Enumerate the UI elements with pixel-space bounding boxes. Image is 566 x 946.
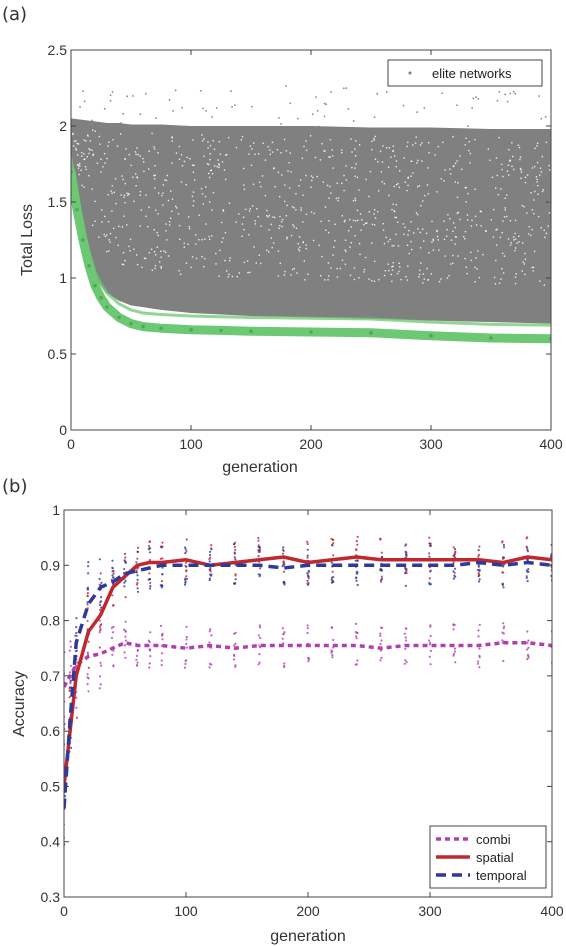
elite-networks-point: [159, 326, 163, 331]
panel-b-chart: 0 100 200 300 400 0.3 0.4 0.5 0.6 0.7 0.8 0.9 1 comb…: [11, 502, 564, 945]
panel-b-x-tick-label: 200: [296, 903, 320, 919]
elite-networks-point: [75, 207, 79, 212]
panel-a-y-tick-label: 0: [59, 422, 67, 438]
panel-b-x-axis-label: generation: [270, 928, 346, 945]
elite-networks-point: [81, 238, 85, 242]
panel-b-y-tick-label: 0.4: [41, 834, 61, 850]
elite-networks-point: [117, 315, 121, 320]
combi-runs: [64, 619, 552, 730]
combi-line: [64, 640, 552, 688]
panel-a-legend-box: [387, 59, 543, 87]
panel-b-legend: combi spatial temporal: [429, 825, 547, 889]
population-outliers: [79, 85, 547, 129]
panel-b-y-tick-label: 0.3: [41, 889, 61, 905]
panel-a-y-tick-label: 1.5: [48, 194, 68, 210]
panel-a-x-tick-label: 100: [179, 436, 203, 452]
elite-networks-point: [105, 305, 109, 309]
elite-networks-point: [93, 283, 97, 288]
elite-networks-point: [369, 330, 373, 335]
combi-series: [64, 640, 552, 688]
elite-networks-point: [489, 336, 493, 340]
panel-a-y-tick-label: 1: [59, 270, 67, 286]
panel-a-chart: 0 100 200 300 400 0 0.5 1 1.5 2 2.5 elite networks…: [19, 42, 563, 476]
elite-networks-point: [141, 324, 145, 329]
panel-b-y-axis-label: Accuracy: [11, 671, 28, 737]
panel-b-y-tick-label: 0.5: [41, 778, 61, 794]
panel-b-x-tick-label: 0: [60, 903, 68, 919]
panel-b-y-tick-label: 0.9: [41, 557, 61, 573]
legend-combi-label: combi: [476, 832, 511, 847]
panel-b-y-tick-label: 0.7: [41, 668, 61, 684]
panel-a-y-axis-label: Total Loss: [19, 204, 36, 276]
panel-a-legend: elite networks: [387, 59, 543, 87]
panel-b-y-tick-label: 1: [52, 502, 60, 518]
elite-networks-point: [129, 321, 133, 326]
panel-b-y-tick-label: 0.6: [41, 723, 61, 739]
elite-networks-point: [219, 328, 223, 333]
panel-a-y-tick-label: 2: [59, 118, 67, 134]
elite-networks-point: [99, 296, 103, 300]
panel-a-x-tick-label: 300: [419, 436, 443, 452]
elite-networks-series: [71, 157, 551, 344]
legend-elite-networks-label: elite networks: [432, 66, 512, 81]
elite-networks-point: [189, 327, 193, 332]
elite-networks-upper-trace: [71, 157, 551, 327]
panel-a-x-tick-label: 200: [299, 436, 323, 452]
population-cloud: [71, 118, 551, 324]
elite-networks-point: [87, 264, 91, 268]
legend-spatial-label: spatial: [476, 850, 514, 865]
panel-b-x-tick-label: 100: [174, 903, 198, 919]
panel-b-x-tick-label: 400: [540, 903, 564, 919]
elite-networks-point: [429, 334, 433, 338]
population-speckle: [72, 129, 551, 286]
spatial-series: [64, 555, 552, 787]
panel-a-x-tick-label: 400: [539, 436, 563, 452]
temporal-runs: [64, 542, 552, 846]
elite-networks-point: [249, 329, 253, 334]
legend-elite-networks-marker: [408, 71, 412, 75]
panel-b-x-tick-label: 300: [418, 903, 442, 919]
panel-b-y-tick-label: 0.8: [41, 613, 61, 629]
panel-a-label: (a): [2, 4, 27, 25]
panel-a-y-tick-label: 0.5: [48, 346, 68, 362]
panel-a-y-tick-label: 2.5: [48, 42, 68, 58]
panel-a-x-axis-label: generation: [222, 459, 298, 476]
panel-a-x-tick-label: 0: [67, 436, 75, 452]
temporal-series: [64, 560, 552, 809]
spatial-line: [64, 555, 552, 787]
temporal-line: [64, 560, 552, 809]
legend-temporal-label: temporal: [476, 868, 527, 883]
elite-networks-point: [309, 330, 313, 334]
panel-b-label: (b): [2, 476, 27, 497]
